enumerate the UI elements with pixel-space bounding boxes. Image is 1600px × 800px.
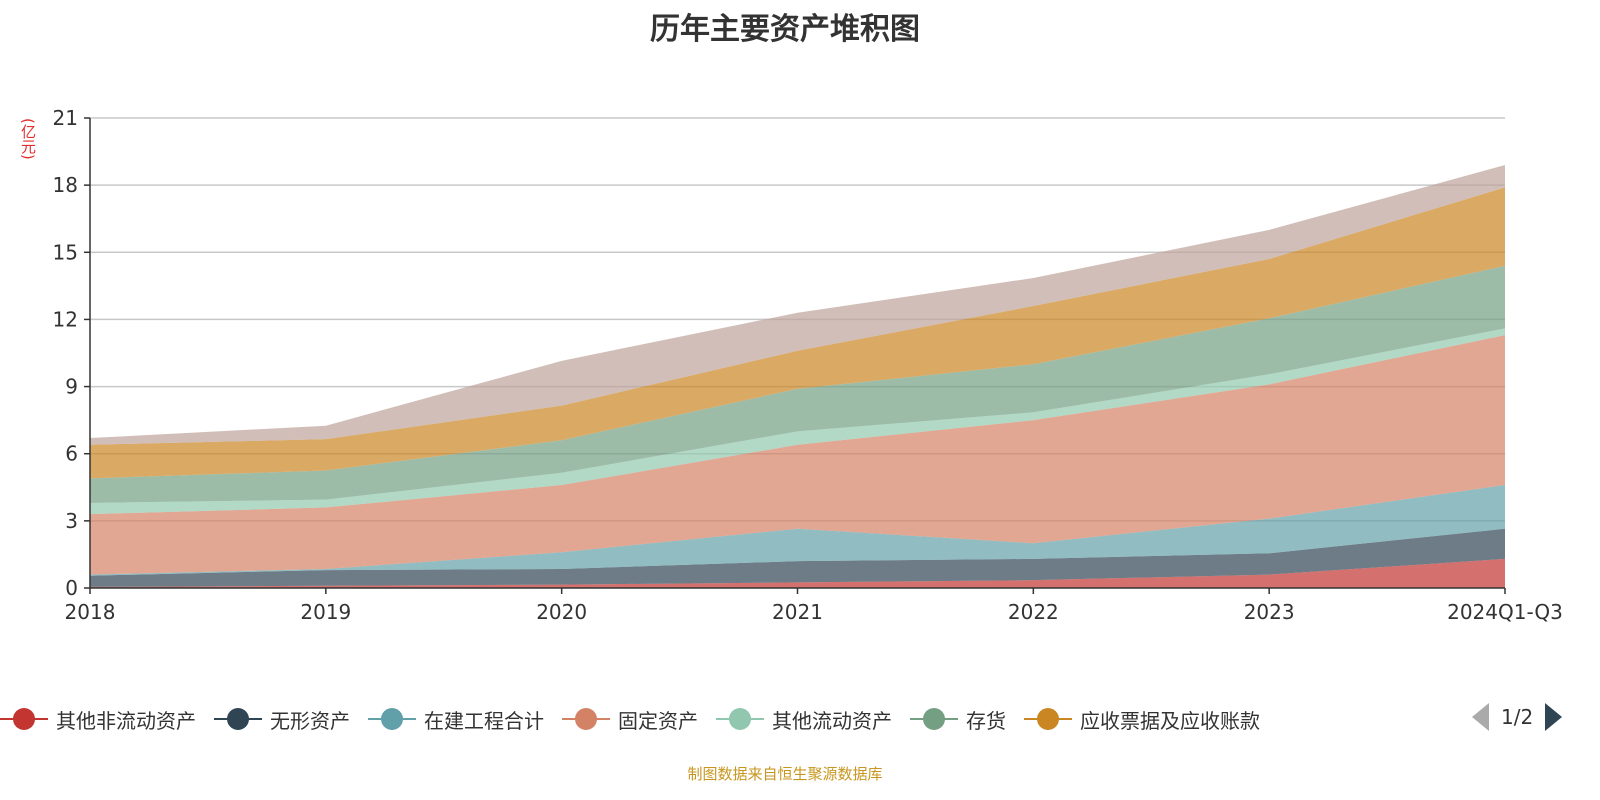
legend-label: 在建工程合计 [424,708,544,733]
area-series-2 [90,528,1505,587]
x-tick-label: 2024Q1-Q3 [1447,600,1563,624]
x-tick-label: 2021 [772,600,823,624]
legend-pager: 1/2 [1472,703,1563,731]
y-tick-label: 3 [65,509,78,533]
y-tick-label: 12 [53,307,78,331]
y-tick-label: 6 [65,442,78,466]
y-tick-label: 0 [65,576,78,600]
area-series-1 [90,558,1505,588]
x-tick-label: 2023 [1244,600,1295,624]
legend-item[interactable]: 其他非流动资产 [0,705,196,734]
data-source-note: 制图数据来自恒生聚源数据库 [687,765,883,783]
legend-label: 固定资产 [618,708,698,733]
legend-label: 应收票据及应收账款 [1080,708,1260,733]
legend-next-page-icon[interactable] [1545,703,1563,731]
legend-marker-icon [1024,707,1072,731]
legend-marker-icon [716,707,764,731]
area-series-3 [90,485,1505,576]
y-tick-label: 15 [53,240,78,264]
legend-prev-page-icon[interactable] [1472,703,1489,731]
legend-label: 存货 [966,708,1006,733]
legend-marker-icon [214,707,262,731]
legend-marker-icon [562,707,610,731]
legend-item[interactable]: 无形资产 [214,705,350,734]
legend-label: 其他非流动资产 [56,708,196,733]
legend-item[interactable]: 应收票据及应收账款 [1024,705,1260,734]
legend-page-indicator: 1/2 [1501,705,1534,729]
y-tick-label: 9 [65,375,78,399]
legend-label: 其他流动资产 [772,708,892,733]
legend-label: 无形资产 [270,708,350,733]
y-tick-label: 21 [53,106,78,130]
chart-title: 历年主要资产堆积图 [650,12,920,47]
area-series-7 [90,187,1505,479]
legend-marker-icon [0,707,48,731]
y-axis-unit-label: (亿元) [19,118,37,160]
x-tick-label: 2019 [300,600,351,624]
legend-item[interactable]: 固定资产 [562,705,698,734]
area-series-4 [90,335,1505,575]
legend: 其他非流动资产 无形资产 在建工程合计 固定资产 其他流动资产 存货 应收票据及应收账款 [0,703,1278,735]
legend-item[interactable]: 存货 [910,705,1006,734]
y-tick-label: 18 [53,173,78,197]
legend-marker-icon [910,707,958,731]
legend-marker-icon [368,707,416,731]
area-series-6 [90,265,1505,503]
x-tick-label: 2022 [1008,600,1059,624]
legend-item[interactable]: 其他流动资产 [716,705,892,734]
x-tick-label: 2020 [536,600,587,624]
legend-item[interactable]: 在建工程合计 [368,705,544,734]
x-tick-label: 2018 [65,600,116,624]
